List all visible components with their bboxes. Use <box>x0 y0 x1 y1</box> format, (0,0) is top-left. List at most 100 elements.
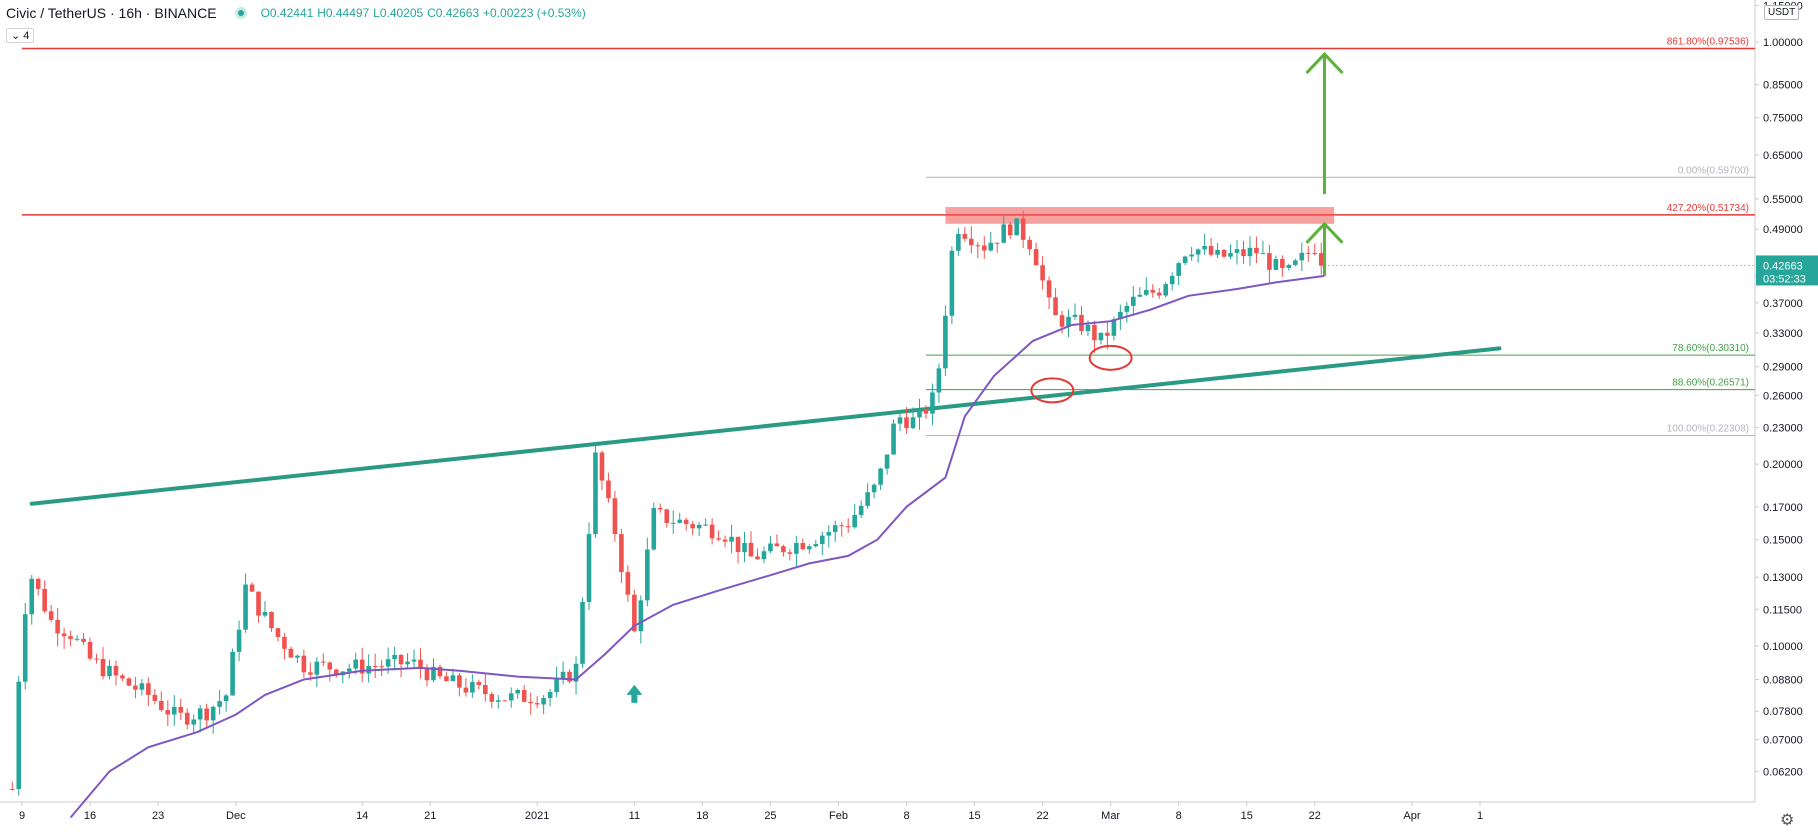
fib-level-label: 100.00%(0.22308) <box>1667 424 1749 435</box>
candle-body <box>586 534 592 602</box>
y-tick-label: 0.49000 <box>1763 224 1803 236</box>
x-tick-label: 8 <box>903 810 909 822</box>
candle-body <box>878 468 883 485</box>
candle-body <box>703 524 708 526</box>
candle-body <box>1007 224 1013 236</box>
candle-body <box>1143 289 1149 295</box>
candle-body <box>988 242 994 251</box>
indicator-count: 4 <box>23 30 30 42</box>
candle-body <box>353 659 359 669</box>
candle-body <box>580 601 585 664</box>
candle-body <box>1286 264 1292 268</box>
indicator-toggle[interactable]: ⌄ 4 <box>6 28 35 43</box>
candle-body <box>495 700 501 702</box>
candle-body <box>1293 260 1298 265</box>
candle-body <box>94 658 99 660</box>
y-tick-label: 0.13000 <box>1763 572 1803 584</box>
bar-countdown-label: 03:52:33 <box>1763 273 1806 285</box>
candle-body <box>113 665 119 676</box>
candle-body <box>165 710 171 715</box>
candle-body <box>904 417 909 429</box>
candle-body <box>1280 259 1285 268</box>
y-tick-label: 0.06200 <box>1763 766 1803 778</box>
candle-body <box>81 638 86 642</box>
x-tick-label: 25 <box>764 810 776 822</box>
candle-body <box>1215 249 1220 255</box>
y-tick-label: 0.15000 <box>1763 535 1803 547</box>
candle-body <box>133 685 138 690</box>
candle-body <box>1156 292 1162 296</box>
candle-body <box>249 584 255 592</box>
candle-body <box>1066 316 1071 327</box>
candle-body <box>100 658 106 677</box>
candle-body <box>528 701 533 704</box>
candle-body <box>748 542 754 557</box>
candle-body <box>48 611 54 620</box>
last-price-badge <box>1756 255 1818 286</box>
candle-body <box>295 655 300 658</box>
candle-body <box>146 683 151 695</box>
candle-body <box>502 700 508 702</box>
candle-body <box>55 619 60 634</box>
target-arrow-head <box>1305 51 1344 75</box>
candle-body <box>930 392 935 414</box>
candle-body <box>638 600 644 632</box>
candle-body <box>424 669 430 681</box>
candle-body <box>632 594 637 632</box>
candle-body <box>327 662 333 670</box>
candle-body <box>573 663 579 682</box>
candle-body <box>690 524 695 529</box>
candle-body <box>301 655 307 673</box>
candle-body <box>171 706 177 715</box>
candle-body <box>470 682 475 693</box>
candle-body <box>619 534 624 573</box>
candle-body <box>781 546 786 553</box>
candle-body <box>223 695 229 702</box>
currency-badge[interactable]: USDT <box>1764 5 1800 20</box>
x-tick-label: 14 <box>356 810 368 822</box>
x-tick-label: Dec <box>226 810 246 822</box>
candle-body <box>210 706 216 721</box>
candle-body <box>534 703 540 705</box>
gear-icon[interactable]: ⚙ <box>1780 812 1795 829</box>
candle-body <box>1163 284 1169 296</box>
candle-body <box>1312 252 1318 254</box>
y-tick-label: 0.33000 <box>1763 328 1803 340</box>
chart-header: Civic / TetherUS · 16h · BINANCE O0.4244… <box>6 5 586 21</box>
y-tick-label: 0.55000 <box>1763 194 1803 206</box>
symbol-title[interactable]: Civic / TetherUS · 16h · BINANCE <box>6 5 217 21</box>
candle-body <box>197 708 203 720</box>
candle-body <box>444 676 449 682</box>
candle-body <box>1020 218 1026 240</box>
candle-body <box>269 611 274 629</box>
y-tick-label: 0.75000 <box>1763 112 1803 124</box>
candle-body <box>547 692 553 699</box>
candle-body <box>159 700 164 711</box>
candle-body <box>1059 315 1065 327</box>
candle-body <box>645 549 650 601</box>
candle-body <box>994 242 1000 244</box>
candle-body <box>683 519 689 525</box>
candle-body <box>178 706 184 713</box>
candle-body <box>1182 256 1188 264</box>
candle-body <box>1001 224 1007 243</box>
candle-body <box>346 668 352 672</box>
candle-body <box>1092 324 1097 341</box>
candle-body <box>560 671 566 679</box>
x-tick-label: 22 <box>1036 810 1048 822</box>
candle-body <box>787 552 793 554</box>
resistance-label: 861.80%(0.97536) <box>1667 37 1749 48</box>
candle-body <box>949 250 955 316</box>
signal-arrow-icon <box>626 684 643 703</box>
candle-body <box>1169 275 1175 285</box>
candle-body <box>1299 252 1305 261</box>
candle-body <box>755 556 760 560</box>
candle-body <box>832 525 838 532</box>
candle-body <box>191 719 197 725</box>
candle-body <box>981 245 987 251</box>
y-tick-label: 0.26000 <box>1763 390 1803 402</box>
x-tick-label: 1 <box>1477 810 1483 822</box>
x-tick-label: 23 <box>152 810 164 822</box>
candle-body <box>1260 253 1266 255</box>
